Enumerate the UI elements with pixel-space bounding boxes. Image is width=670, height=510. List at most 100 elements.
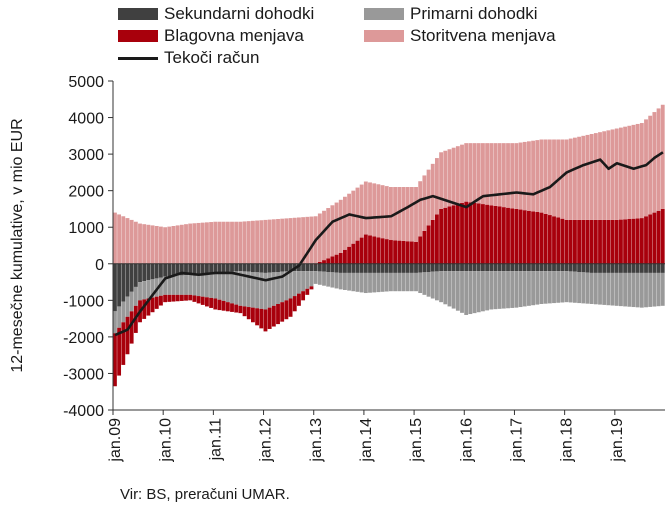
bar-blagovna-menjava <box>326 258 331 264</box>
bar-blagovna-menjava <box>167 294 172 302</box>
bar-blagovna-menjava <box>225 302 230 312</box>
bar-primarni-dohodki <box>288 271 293 299</box>
bar-blagovna-menjava <box>598 219 602 264</box>
bar-storitvena-menjava <box>430 163 435 220</box>
bar-blagovna-menjava <box>481 204 485 264</box>
bar-blagovna-menjava <box>627 219 632 264</box>
bar-primarni-dohodki <box>225 272 230 303</box>
bar-blagovna-menjava <box>259 308 264 329</box>
bar-storitvena-menjava <box>171 226 176 264</box>
bar-storitvena-menjava <box>481 143 485 205</box>
y-tick-label: 5000 <box>68 74 104 91</box>
bar-storitvena-menjava <box>598 132 602 220</box>
bar-primarni-dohodki <box>426 272 431 297</box>
bar-blagovna-menjava <box>276 303 280 325</box>
bar-storitvena-menjava <box>610 129 615 220</box>
bar-storitvena-menjava <box>184 224 188 264</box>
bar-primarni-dohodki <box>619 272 623 307</box>
bar-primarni-dohodki <box>430 271 435 299</box>
bar-blagovna-menjava <box>389 240 393 264</box>
bar-blagovna-menjava <box>159 295 163 306</box>
bar-storitvena-menjava <box>443 150 448 208</box>
bar-sekundarni-dohodki <box>133 263 138 287</box>
bar-storitvena-menjava <box>150 225 155 264</box>
bar-primarni-dohodki <box>656 272 661 307</box>
bar-blagovna-menjava <box>188 294 193 301</box>
bar-blagovna-menjava <box>623 219 628 264</box>
bar-blagovna-menjava <box>213 298 218 310</box>
bar-sekundarni-dohodki <box>451 263 456 272</box>
bar-storitvena-menjava <box>205 222 209 264</box>
bar-sekundarni-dohodki <box>121 263 126 302</box>
bar-blagovna-menjava <box>589 219 594 264</box>
bar-sekundarni-dohodki <box>351 263 356 273</box>
bar-primarni-dohodki <box>372 272 377 293</box>
bar-blagovna-menjava <box>652 212 657 264</box>
bar-sekundarni-dohodki <box>485 263 490 272</box>
bar-storitvena-menjava <box>343 196 347 250</box>
bar-storitvena-menjava <box>179 224 184 264</box>
bar-blagovna-menjava <box>514 208 519 264</box>
bar-primarni-dohodki <box>497 271 502 309</box>
bar-blagovna-menjava <box>263 309 268 332</box>
bar-blagovna-menjava <box>518 209 523 264</box>
bar-storitvena-menjava <box>602 131 607 220</box>
bar-primarni-dohodki <box>221 272 226 301</box>
bar-storitvena-menjava <box>384 186 389 240</box>
bar-sekundarni-dohodki <box>372 263 377 273</box>
bar-sekundarni-dohodki <box>230 263 234 272</box>
bar-sekundarni-dohodki <box>322 263 326 272</box>
bar-blagovna-menjava <box>363 234 368 264</box>
bar-primarni-dohodki <box>167 276 172 295</box>
bar-sekundarni-dohodki <box>330 263 335 273</box>
bar-primarni-dohodki <box>418 272 423 294</box>
bar-storitvena-menjava <box>623 126 628 220</box>
bar-sekundarni-dohodki <box>543 263 548 272</box>
bar-primarni-dohodki <box>514 271 519 308</box>
bar-blagovna-menjava <box>639 218 644 264</box>
bar-sekundarni-dohodki <box>414 263 418 273</box>
bar-blagovna-menjava <box>205 297 209 307</box>
bar-primarni-dohodki <box>255 272 260 309</box>
line-tekoci-racun <box>114 151 664 337</box>
bar-primarni-dohodki <box>163 276 168 295</box>
bar-blagovna-menjava <box>660 208 665 264</box>
bar-blagovna-menjava <box>351 243 356 264</box>
bar-primarni-dohodki <box>192 274 197 296</box>
x-tick-label: jan.17 <box>509 418 526 463</box>
bar-storitvena-menjava <box>125 218 130 264</box>
bar-storitvena-menjava <box>330 205 335 257</box>
bar-blagovna-menjava <box>292 296 297 312</box>
bar-blagovna-menjava <box>577 219 582 264</box>
bar-storitvena-menjava <box>368 182 372 236</box>
bar-storitvena-menjava <box>581 135 586 220</box>
bar-sekundarni-dohodki <box>205 263 209 274</box>
bar-blagovna-menjava <box>125 316 130 355</box>
bar-blagovna-menjava <box>539 212 544 264</box>
bar-storitvena-menjava <box>192 223 197 264</box>
x-tick-label: jan.19 <box>609 418 626 463</box>
bar-storitvena-menjava <box>418 181 423 237</box>
bar-primarni-dohodki <box>150 279 155 298</box>
bar-blagovna-menjava <box>238 305 243 314</box>
bar-blagovna-menjava <box>397 240 402 264</box>
bar-sekundarni-dohodki <box>192 263 197 275</box>
bar-sekundarni-dohodki <box>581 263 586 273</box>
bar-storitvena-menjava <box>543 139 548 214</box>
legend-item-storitvena-menjava: Storitvena menjava <box>364 26 556 46</box>
bar-storitvena-menjava <box>167 226 172 264</box>
bar-sekundarni-dohodki <box>200 263 205 274</box>
bar-sekundarni-dohodki <box>384 263 389 273</box>
bar-sekundarni-dohodki <box>422 263 427 273</box>
legend-label-sekundarni-dohodki: Sekundarni dohodki <box>164 4 315 23</box>
bar-blagovna-menjava <box>409 241 414 264</box>
bar-primarni-dohodki <box>585 272 590 304</box>
bar-primarni-dohodki <box>506 271 510 309</box>
bar-sekundarni-dohodki <box>435 263 439 272</box>
bar-primarni-dohodki <box>246 271 251 308</box>
bar-sekundarni-dohodki <box>175 263 180 276</box>
bar-storitvena-menjava <box>347 193 352 247</box>
bar-sekundarni-dohodki <box>598 263 602 273</box>
bar-blagovna-menjava <box>501 207 506 264</box>
